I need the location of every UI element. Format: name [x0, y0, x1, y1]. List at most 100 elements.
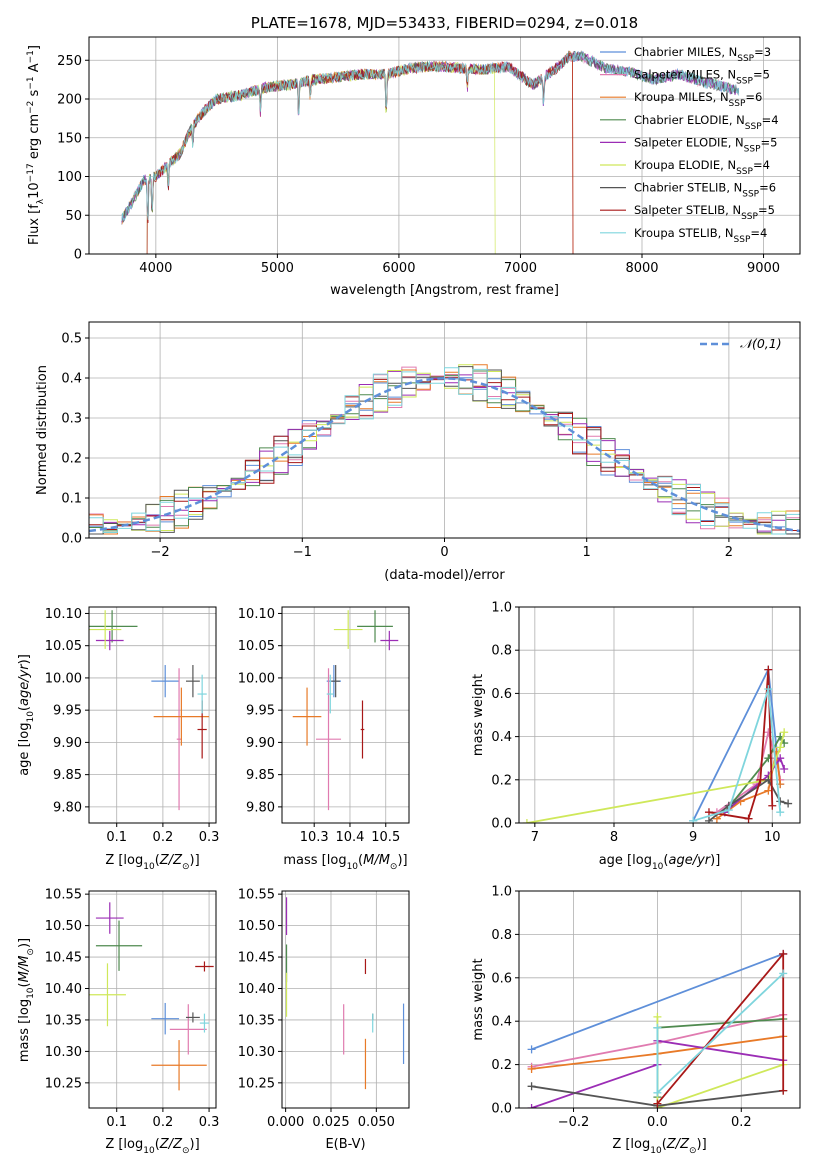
- y-tick-label: 9.80: [53, 800, 82, 815]
- y-tick-label: 0.2: [491, 1058, 512, 1073]
- x-tick-label: 0.3: [199, 830, 220, 845]
- x-tick-label: 0.3: [199, 1115, 220, 1130]
- y-tick-label: 10.10: [45, 607, 82, 622]
- x-axis-label: mass [log10(M/M⊙)]: [283, 853, 407, 872]
- x-tick-label: 0.000: [267, 1115, 304, 1130]
- x-tick-label: 10: [764, 830, 781, 845]
- x-tick-label: 0.2: [731, 1115, 752, 1130]
- y-tick-label: 10.50: [45, 919, 82, 934]
- y-tick-label: 10.05: [45, 639, 82, 654]
- axes-frame: [88, 890, 217, 1109]
- weight-marker-kroupa-elodie: [776, 743, 785, 752]
- y-tick-label: 10.10: [238, 607, 275, 622]
- weight-line-kroupa-stelib: [692, 688, 782, 822]
- y-tick-label: 200: [57, 93, 82, 108]
- y-tick-label: 0.4: [491, 1015, 512, 1030]
- x-axis-label: age [log10(age/yr)]: [599, 853, 721, 872]
- panel-residuals: −2 −1 0 1 2 0.0 0.1 0.2 0.3 0.4 0.5: [61, 321, 801, 560]
- weight-line-kroupa-elodie: [656, 1016, 784, 1108]
- x-tick-label: 0.2: [153, 1115, 174, 1130]
- x-tick-label: 0.1: [106, 1115, 127, 1130]
- y-tick-label: 10.25: [45, 1076, 82, 1091]
- y-tick-label: 10.35: [238, 1013, 275, 1028]
- weight-marker-salpeter-stelib: [779, 949, 788, 958]
- y-axis-label: age [log10(age/yr)]: [17, 654, 36, 776]
- x-axis-label: Z [log10(Z/Z⊙)]: [612, 1137, 706, 1156]
- x-tick-label: 7: [531, 830, 539, 845]
- panel-residuals-plot-area: [89, 364, 800, 535]
- chart-title: PLATE=1678, MJD=53433, FIBERID=0294, z=0…: [251, 14, 638, 32]
- x-tick-label: 0.1: [106, 830, 127, 845]
- x-tick-label: 1: [583, 545, 591, 560]
- x-tick-label: 10.4: [335, 830, 364, 845]
- y-tick-label: 0.4: [491, 730, 512, 745]
- y-tick-label: 10.50: [238, 919, 275, 934]
- legend-label: Chabrier STELIB, NSSP=6: [634, 181, 776, 200]
- y-tick-label: 9.90: [53, 736, 82, 751]
- weight-marker-salpeter-elodie: [780, 765, 789, 773]
- weight-line-chabrier-miles: [531, 953, 784, 1051]
- x-tick-label: −0.2: [558, 1115, 590, 1130]
- axes-frame: [88, 36, 801, 255]
- weight-marker-chabrier-stelib: [784, 799, 793, 808]
- panel-z-weight-plot-area: [527, 949, 788, 1108]
- y-tick-label: 1.0: [491, 885, 512, 900]
- spectrum-legend: Chabrier MILES, NSSP=3 Salpeter MILES, NS…: [600, 45, 779, 245]
- x-tick-label: 10.3: [300, 830, 329, 845]
- panel-z-mass-plot-area: [89, 902, 214, 1091]
- weight-marker-kroupa-stelib: [724, 806, 733, 815]
- legend-label: Kroupa ELODIE, NSSP=4: [634, 158, 770, 177]
- panel-age-weight-plot-area: [522, 665, 793, 823]
- y-axis-label: mass [log10(M/M⊙)]: [17, 938, 36, 1062]
- y-tick-label: 0.6: [491, 971, 512, 986]
- x-tick-label: 4000: [139, 261, 172, 276]
- x-axis-label: (data-model)/error: [384, 568, 505, 583]
- y-axis-label: Normed distribution: [35, 365, 50, 495]
- y-axis-label: mass weight: [471, 958, 486, 1040]
- y-tick-label: 10.45: [45, 951, 82, 966]
- panel-age-weight: 7 8 9 10 0.0 0.2 0.4 0.6 0.8 1.0: [491, 601, 801, 845]
- panel-z-weight: −0.2 0.0 0.2 0.0 0.2 0.4 0.6 0.8 1.0: [491, 885, 801, 1130]
- weight-marker-kroupa-stelib: [779, 969, 788, 978]
- y-tick-label: 0.0: [61, 532, 82, 547]
- legend-label: Kroupa MILES, NSSP=6: [634, 90, 762, 109]
- weight-marker-kroupa-stelib: [689, 816, 698, 823]
- y-tick-label: 10.05: [238, 639, 275, 654]
- x-tick-label: 2: [725, 545, 733, 560]
- y-tick-label: 9.95: [53, 704, 82, 719]
- spectrum-line-kroupa-elodie: [146, 61, 496, 254]
- weight-marker-kroupa-elodie: [780, 728, 789, 737]
- x-tick-label: 9: [689, 830, 697, 845]
- weight-marker-salpeter-stelib: [756, 775, 765, 784]
- x-tick-label: 8: [610, 830, 618, 845]
- x-tick-label: 0.0: [647, 1115, 668, 1130]
- weight-marker-kroupa-miles: [527, 1064, 536, 1073]
- x-axis-label: E(B-V): [325, 1137, 365, 1152]
- x-tick-label: 5000: [261, 261, 294, 276]
- weight-line-salpeter-stelib: [656, 951, 785, 1105]
- y-tick-label: 10.40: [238, 982, 275, 997]
- x-axis-label: Z [log10(Z/Z⊙)]: [105, 853, 199, 872]
- y-tick-label: 10.30: [238, 1045, 275, 1060]
- axes-frame: [518, 606, 801, 824]
- axes-frame: [281, 606, 410, 824]
- weight-marker-salpeter-stelib: [768, 801, 777, 810]
- y-tick-label: 50: [65, 209, 82, 224]
- y-tick-label: 10.40: [45, 982, 82, 997]
- spectrum-line-salpeter-stelib: [146, 53, 574, 254]
- legend-label: Salpeter ELODIE, NSSP=5: [634, 135, 777, 154]
- panel-z-mass: 0.1 0.2 0.3 10.25 10.30 10.35 10.40 10.45 10.50 1…: [45, 888, 220, 1130]
- y-tick-label: 0.6: [491, 687, 512, 702]
- y-tick-label: 0.5: [61, 332, 82, 347]
- legend-label: Kroupa STELIB, NSSP=4: [634, 226, 767, 245]
- y-tick-label: 9.85: [246, 768, 275, 783]
- y-tick-label: 9.85: [53, 768, 82, 783]
- x-tick-label: −2: [151, 545, 170, 560]
- y-tick-label: 0.3: [61, 412, 82, 427]
- legend-label: 𝒩(0,1): [740, 336, 782, 351]
- y-tick-label: 10.45: [238, 951, 275, 966]
- weight-marker-salpeter-miles: [764, 728, 773, 737]
- y-tick-label: 9.80: [246, 800, 275, 815]
- panel-z-age-plot-area: [89, 610, 210, 811]
- y-tick-label: 0.8: [491, 644, 512, 659]
